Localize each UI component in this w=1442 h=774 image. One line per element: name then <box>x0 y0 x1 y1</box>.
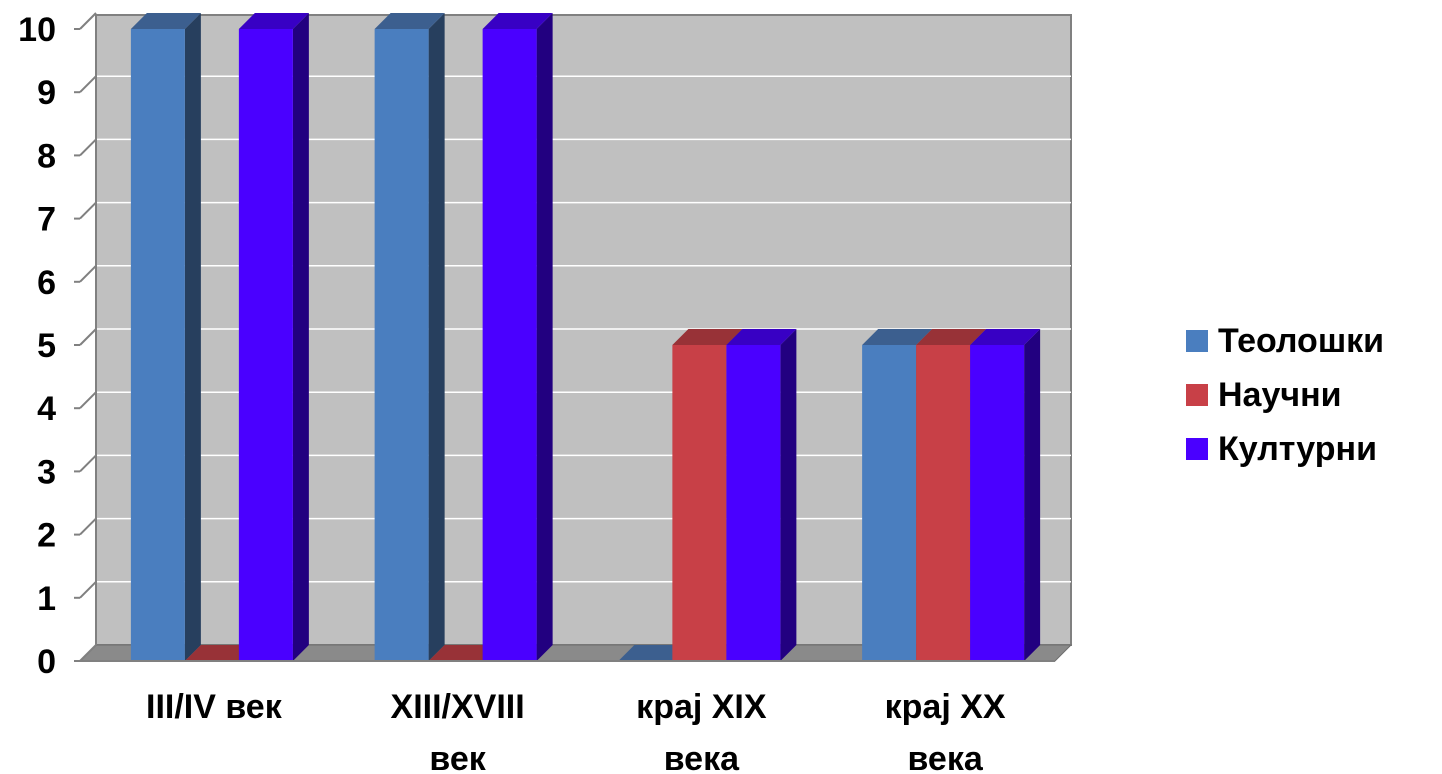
bar-top <box>428 645 499 661</box>
bar-front <box>130 29 185 661</box>
y-tick-label: 1 <box>37 580 56 618</box>
bar-side <box>428 13 445 661</box>
y-tick-diagonal <box>79 391 97 409</box>
y-tick-diagonal <box>79 581 97 599</box>
y-axis: 0 1 2 3 4 5 6 7 8 9 10 <box>18 11 97 681</box>
legend-swatch <box>1186 384 1208 406</box>
bar-top <box>618 645 689 661</box>
bar-front <box>916 345 971 661</box>
y-tick-label: 2 <box>37 517 56 555</box>
y-tick-label: 6 <box>37 264 56 302</box>
bar <box>130 13 201 661</box>
legend-label: Културни <box>1218 429 1377 468</box>
bar-side <box>1024 329 1041 661</box>
x-category-label-line: век <box>429 740 486 774</box>
x-category-label-line: III/IV век <box>146 688 283 726</box>
bar-top <box>916 329 987 345</box>
bar-top <box>238 13 309 29</box>
legend-label: Научни <box>1218 375 1342 414</box>
bar-front <box>482 29 537 661</box>
y-tick-diagonal <box>79 517 97 536</box>
x-category-label-line: века <box>664 740 740 774</box>
bars <box>130 13 1041 661</box>
x-category-label: XIII/XVIII век <box>391 688 525 774</box>
bar-top <box>374 13 445 29</box>
bar <box>618 645 689 661</box>
bar <box>482 13 553 661</box>
legend-label: Теолошки <box>1218 321 1385 360</box>
x-category-label: крај XIX века <box>636 688 767 774</box>
y-tick-label: 10 <box>18 11 56 49</box>
y-tick-diagonal <box>79 454 97 473</box>
y-tick-label: 8 <box>37 137 56 175</box>
x-category-label-line: XIII/XVIII <box>391 688 525 726</box>
legend-item: Теолошки <box>1186 314 1384 368</box>
y-tick-label: 9 <box>37 74 56 112</box>
y-tick-diagonal <box>79 12 97 30</box>
bar-side <box>184 13 201 661</box>
x-category-label-line: крај XIX <box>636 688 767 726</box>
bar <box>184 645 255 661</box>
legend-item: Научни <box>1186 368 1384 422</box>
bar-front <box>726 345 781 661</box>
bar-front <box>374 29 429 661</box>
x-category-label-line: крај XX <box>885 688 1006 726</box>
legend-swatch <box>1186 438 1208 460</box>
bar <box>238 13 309 661</box>
bar-top <box>482 13 553 29</box>
y-tick-diagonal <box>79 201 97 220</box>
bar <box>970 329 1041 661</box>
legend: Теолошки Научни Културни <box>1186 314 1384 476</box>
bar-front <box>862 345 917 661</box>
bar <box>726 329 797 661</box>
bar-top <box>130 13 201 29</box>
bar-top <box>970 329 1041 345</box>
bar-top <box>862 329 933 345</box>
bar-front <box>970 345 1025 661</box>
y-tick-label: 4 <box>37 390 56 428</box>
bar-front <box>238 29 293 661</box>
y-tick-label: 5 <box>37 327 56 365</box>
y-tick-diagonal <box>79 328 97 346</box>
x-category-label: III/IV век <box>146 688 283 726</box>
y-tick-diagonal <box>79 644 97 662</box>
y-tick-label: 0 <box>37 643 56 681</box>
y-tick-diagonal <box>79 75 97 93</box>
legend-swatch <box>1186 330 1208 352</box>
bar-top <box>726 329 797 345</box>
y-tick-label: 3 <box>37 453 56 491</box>
legend-item: Културни <box>1186 422 1384 476</box>
bar-side <box>536 13 553 661</box>
x-category-label: крај XX века <box>885 688 1006 774</box>
y-tick-label: 7 <box>37 201 56 239</box>
bar-side <box>780 329 797 661</box>
y-tick-diagonal <box>79 138 97 157</box>
bar-top <box>672 329 743 345</box>
y-tick-diagonal <box>79 265 97 283</box>
bar <box>374 13 445 661</box>
bar <box>428 645 499 661</box>
x-category-label-line: века <box>907 740 983 774</box>
bar-front <box>672 345 727 661</box>
bar-top <box>184 645 255 661</box>
bar-side <box>292 13 309 661</box>
